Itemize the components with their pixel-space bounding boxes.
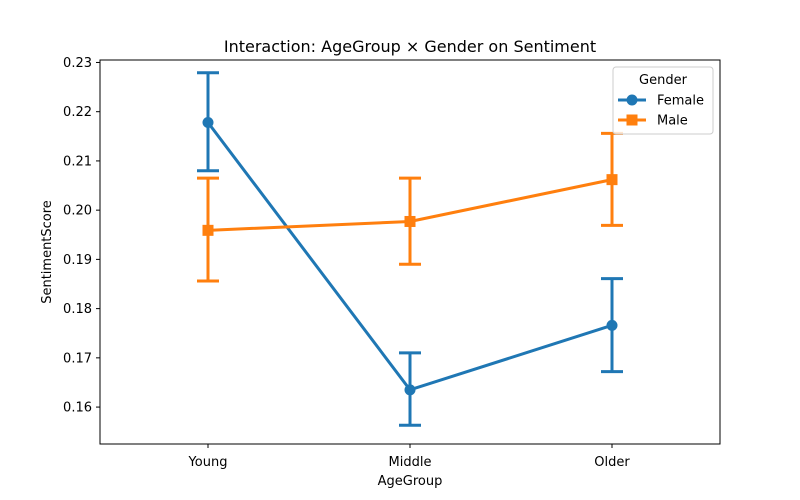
y-tick-label: 0.23	[63, 56, 92, 71]
data-point-male	[202, 224, 214, 236]
plot-area	[197, 71, 623, 427]
series-female	[197, 71, 623, 427]
legend-item-female: Female	[618, 94, 704, 109]
legend: Gender Female Male	[612, 66, 714, 135]
legend-marker-female	[626, 94, 638, 106]
y-tick-label: 0.21	[63, 154, 92, 169]
x-tick-label: Young	[188, 455, 228, 470]
legend-title: Gender	[639, 73, 688, 88]
y-tick-label: 0.19	[63, 253, 92, 268]
x-axis: Young Middle Older	[188, 444, 630, 470]
legend-label-female: Female	[657, 94, 704, 109]
y-tick-label: 0.18	[63, 302, 92, 317]
data-point-male	[606, 174, 618, 186]
x-axis-label: AgeGroup	[378, 474, 443, 489]
legend-item-male: Male	[618, 114, 688, 129]
legend-label-male: Male	[657, 114, 688, 129]
legend-marker-male	[626, 114, 638, 126]
x-tick-label: Older	[594, 455, 630, 470]
series-male	[197, 131, 623, 283]
legend-box	[612, 66, 714, 135]
y-axis-label: SentimentScore	[40, 200, 55, 304]
y-axis: 0.16 0.17 0.18 0.19 0.20 0.21 0.22 0.23	[63, 56, 100, 416]
data-point-female	[404, 384, 416, 396]
y-tick-label: 0.17	[63, 351, 92, 366]
y-tick-label: 0.22	[63, 105, 92, 120]
data-point-male	[404, 215, 416, 227]
data-point-female	[606, 319, 618, 331]
data-point-female	[202, 117, 214, 129]
y-tick-label: 0.20	[63, 204, 92, 219]
y-tick-label: 0.16	[63, 401, 92, 416]
x-tick-label: Middle	[389, 455, 432, 470]
chart-title: Interaction: AgeGroup × Gender on Sentim…	[224, 37, 596, 56]
